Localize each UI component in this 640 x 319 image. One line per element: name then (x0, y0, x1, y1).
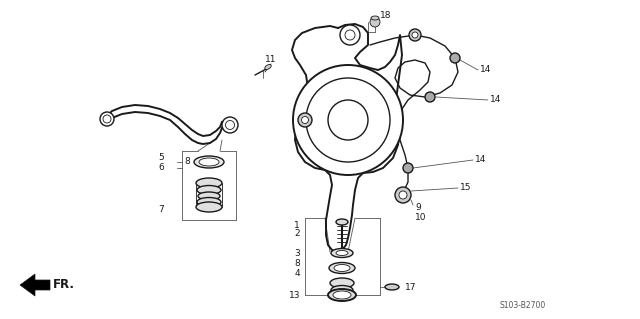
Ellipse shape (197, 186, 221, 195)
Circle shape (293, 65, 403, 175)
Circle shape (409, 29, 421, 41)
Ellipse shape (336, 250, 348, 256)
Circle shape (345, 30, 355, 40)
Ellipse shape (194, 156, 224, 168)
Text: 9: 9 (415, 204, 420, 212)
Circle shape (225, 121, 234, 130)
Text: 17: 17 (405, 283, 417, 292)
Circle shape (395, 187, 411, 203)
Text: FR.: FR. (53, 278, 75, 292)
Text: 1: 1 (294, 221, 300, 231)
Polygon shape (20, 274, 50, 296)
Text: 15: 15 (460, 183, 472, 192)
Ellipse shape (196, 178, 222, 188)
Text: 3: 3 (294, 249, 300, 257)
Text: 8: 8 (184, 158, 189, 167)
Ellipse shape (336, 219, 348, 225)
Ellipse shape (265, 64, 271, 70)
Circle shape (222, 117, 238, 133)
Circle shape (450, 53, 460, 63)
Text: 16: 16 (322, 145, 333, 154)
Ellipse shape (199, 158, 219, 166)
Text: 14: 14 (480, 65, 492, 75)
Ellipse shape (197, 197, 221, 206)
Circle shape (328, 100, 368, 140)
Circle shape (298, 113, 312, 127)
Circle shape (425, 92, 435, 102)
Circle shape (340, 25, 360, 45)
Circle shape (403, 163, 413, 173)
Circle shape (100, 112, 114, 126)
Ellipse shape (334, 264, 350, 271)
Ellipse shape (385, 284, 399, 290)
Text: 11: 11 (265, 56, 276, 64)
Text: 13: 13 (289, 291, 300, 300)
Ellipse shape (371, 16, 379, 20)
Ellipse shape (329, 263, 355, 273)
Circle shape (399, 191, 407, 199)
Text: 2: 2 (294, 229, 300, 239)
Circle shape (412, 32, 418, 38)
Text: 10: 10 (415, 213, 426, 222)
Text: 7: 7 (158, 205, 164, 214)
Ellipse shape (333, 291, 351, 299)
Circle shape (301, 116, 308, 123)
Circle shape (306, 78, 390, 162)
Ellipse shape (196, 202, 222, 212)
Ellipse shape (330, 278, 354, 288)
Text: S103-B2700: S103-B2700 (500, 300, 547, 309)
Ellipse shape (328, 289, 356, 301)
Text: 8: 8 (294, 259, 300, 269)
Text: 18: 18 (380, 11, 392, 19)
Text: 5: 5 (158, 153, 164, 162)
Ellipse shape (331, 249, 353, 257)
Text: 6: 6 (158, 164, 164, 173)
Text: 14: 14 (475, 155, 486, 165)
Ellipse shape (198, 192, 220, 200)
Circle shape (370, 17, 380, 27)
Text: 12: 12 (322, 136, 333, 145)
Circle shape (103, 115, 111, 123)
Ellipse shape (331, 286, 353, 294)
Text: 4: 4 (294, 269, 300, 278)
Text: 14: 14 (490, 95, 501, 105)
